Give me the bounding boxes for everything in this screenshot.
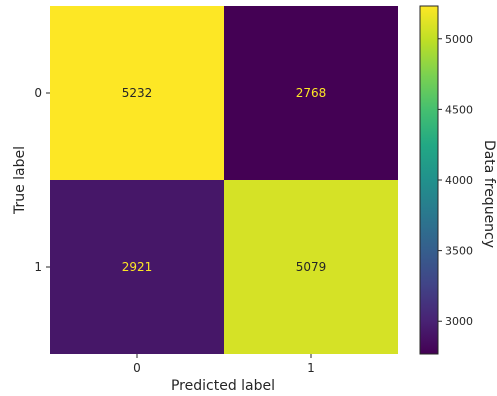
y-tick-label: 1 bbox=[34, 260, 42, 274]
cell-value-0-0: 5232 bbox=[122, 86, 153, 100]
x-axis-title: Predicted label bbox=[171, 378, 275, 394]
colorbar-tick-label: 3000 bbox=[445, 315, 473, 328]
colorbar-tick-label: 5000 bbox=[445, 33, 473, 46]
x-tick-label: 1 bbox=[307, 361, 315, 375]
y-tick-label: 0 bbox=[34, 86, 42, 100]
heatmap-cells bbox=[50, 6, 398, 354]
colorbar-tick-label: 4000 bbox=[445, 174, 473, 187]
colorbar-title: Data frequency bbox=[481, 140, 497, 248]
colorbar-tick-label: 3500 bbox=[445, 245, 473, 258]
x-tick-label: 0 bbox=[133, 361, 141, 375]
cell-value-1-0: 2921 bbox=[122, 260, 153, 274]
y-axis-ticks: 01 bbox=[34, 86, 50, 274]
heatmap-cell-0-0 bbox=[50, 6, 224, 180]
heatmap-cell-0-1 bbox=[224, 6, 398, 180]
cell-value-0-1: 2768 bbox=[296, 86, 327, 100]
y-axis-title: True label bbox=[12, 146, 28, 215]
colorbar-tick-label: 4500 bbox=[445, 103, 473, 116]
heatmap-cell-labels: 5232 2768 2921 5079 bbox=[122, 86, 327, 274]
colorbar bbox=[419, 5, 439, 355]
heatmap-cell-1-0 bbox=[50, 180, 224, 354]
colorbar-ticks: 3000 3500 4000 4500 5000 bbox=[438, 33, 473, 328]
heatmap-cell-1-1 bbox=[224, 180, 398, 354]
cell-value-1-1: 5079 bbox=[296, 260, 327, 274]
